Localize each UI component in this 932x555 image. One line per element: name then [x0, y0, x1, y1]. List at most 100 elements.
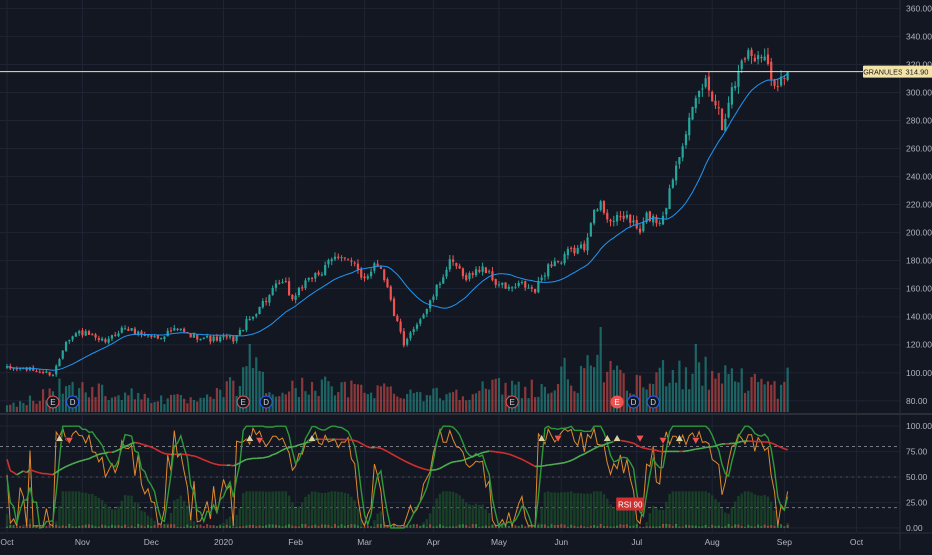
volume-bar	[12, 403, 14, 412]
histogram-bar	[321, 493, 323, 528]
flow-bar	[478, 527, 480, 528]
flow-bar	[426, 527, 428, 528]
candle	[485, 267, 487, 273]
svg-text:E: E	[50, 398, 55, 407]
flow-bar	[544, 524, 546, 527]
earnings-marker[interactable]: E	[237, 396, 249, 408]
time-tick-label: Jul	[631, 537, 642, 547]
histogram-bar	[445, 491, 447, 528]
histogram-bar	[68, 491, 70, 528]
histogram-bar	[353, 500, 355, 528]
svg-text:E: E	[614, 398, 619, 407]
price-tick-label: 340.00	[906, 31, 932, 41]
volume-bar	[340, 382, 342, 412]
histogram-bar	[685, 491, 687, 528]
histogram-bar	[563, 492, 565, 528]
earnings-marker[interactable]: E	[506, 396, 518, 408]
flow-bar	[45, 526, 47, 528]
flow-bar	[698, 527, 700, 528]
candle	[62, 350, 64, 360]
dividend-marker[interactable]: D	[260, 396, 272, 408]
flow-bar	[186, 525, 188, 528]
earnings-marker[interactable]: E	[47, 396, 59, 408]
volume-bar	[386, 387, 388, 412]
volume-bar	[183, 399, 185, 412]
volume-bar	[600, 327, 602, 412]
candle	[65, 341, 67, 352]
volume-bar	[747, 391, 749, 412]
volume-bar	[596, 355, 598, 412]
slow-oscillator-segment	[558, 463, 561, 464]
volume-bar	[275, 397, 277, 412]
volume-bar	[39, 401, 41, 412]
dividend-marker[interactable]: D	[67, 396, 79, 408]
histogram-bar	[488, 513, 490, 528]
slow-oscillator-segment	[246, 459, 249, 460]
histogram-bar	[455, 493, 457, 528]
dividend-marker[interactable]: D	[647, 396, 659, 408]
histogram-bar	[255, 491, 257, 528]
flow-bar	[150, 526, 152, 528]
candle	[649, 211, 651, 222]
volume-bar	[777, 399, 779, 412]
slow-oscillator-segment	[768, 442, 771, 443]
candle	[711, 90, 713, 101]
histogram-bar	[704, 491, 706, 528]
dividend-marker[interactable]: D	[627, 396, 639, 408]
time-tick-label: May	[491, 537, 508, 547]
volume-bar	[190, 397, 192, 412]
histogram-bar	[239, 508, 241, 528]
volume-bar	[567, 379, 569, 412]
price-tick-label: 80.00	[906, 396, 928, 406]
flow-bar	[721, 527, 723, 528]
volume-bar	[701, 386, 703, 412]
flow-bar	[124, 525, 126, 528]
volume-bar	[593, 367, 595, 412]
histogram-bar	[580, 493, 582, 528]
volume-bar	[42, 389, 44, 412]
histogram-bar	[134, 502, 136, 527]
flow-bar	[157, 524, 159, 528]
volume-bar	[216, 388, 218, 412]
histogram-bar	[570, 491, 572, 528]
volume-bar	[557, 384, 559, 412]
volume-bar	[85, 392, 87, 412]
volume-bar	[728, 374, 730, 412]
volume-bar	[176, 394, 178, 412]
histogram-bar	[121, 501, 123, 528]
slow-oscillator-segment	[433, 470, 436, 471]
histogram-bar	[770, 502, 772, 528]
volume-bar	[104, 396, 106, 412]
flow-bar	[714, 526, 716, 528]
histogram-bar	[754, 494, 756, 527]
volume-bar	[750, 377, 752, 412]
histogram-bar	[468, 504, 470, 528]
flow-bar	[249, 525, 251, 528]
flow-bar	[324, 525, 326, 528]
time-tick-label: Apr	[427, 537, 440, 547]
slow-oscillator-segment	[194, 456, 197, 457]
indicator-tick-label: 50.00	[906, 472, 928, 482]
flow-bar	[19, 526, 21, 528]
candle	[787, 71, 789, 81]
flow-bar	[209, 525, 211, 528]
flow-bar	[751, 526, 753, 528]
flow-bar	[580, 526, 582, 528]
volume-bar	[678, 361, 680, 412]
flow-bar	[226, 525, 228, 528]
volume-bar	[734, 381, 736, 412]
flow-bar	[747, 525, 749, 528]
flow-bar	[701, 526, 703, 528]
histogram-bar	[334, 491, 336, 528]
earnings-marker[interactable]: E	[611, 396, 623, 408]
histogram-bar	[186, 506, 188, 528]
slow-oscillator-segment	[299, 444, 302, 445]
candle	[721, 108, 723, 130]
slow-oscillator-segment	[719, 444, 722, 445]
price-tick-label: 280.00	[906, 116, 932, 126]
flow-bar	[91, 525, 93, 528]
slow-oscillator-segment	[551, 464, 554, 465]
